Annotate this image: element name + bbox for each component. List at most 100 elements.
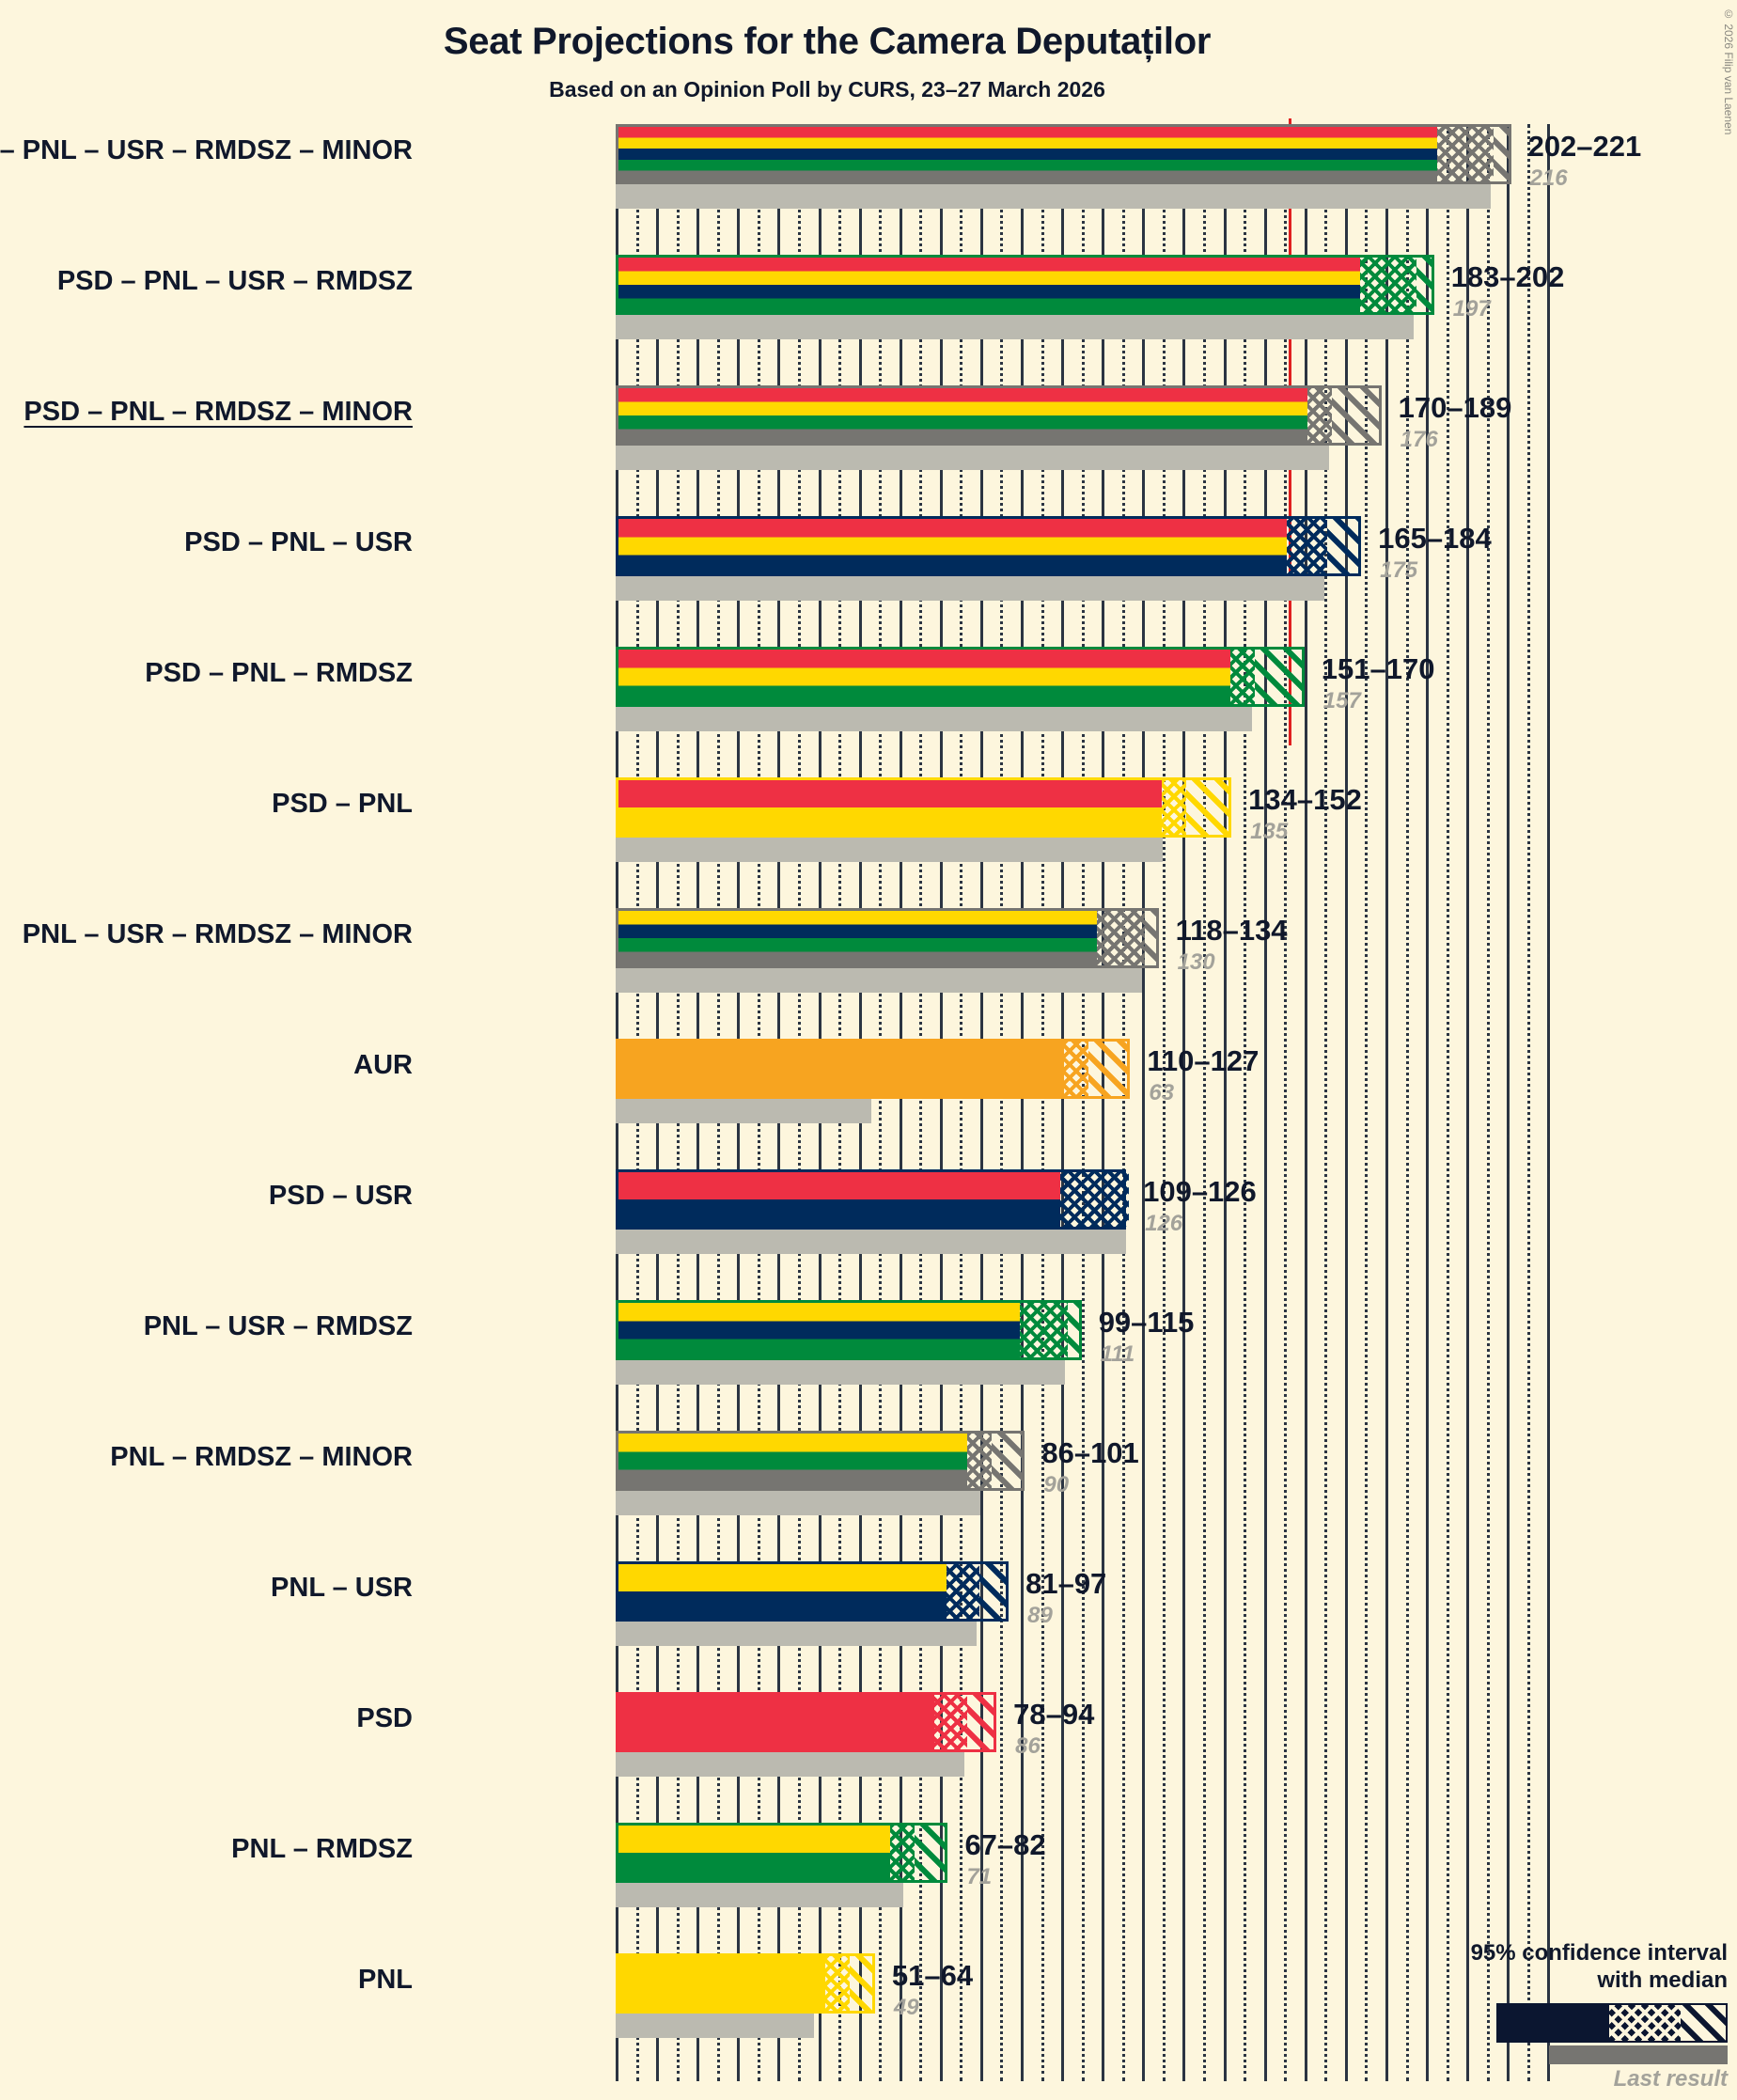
last-result-value: 157 — [1322, 688, 1361, 713]
bar-crosshatch-segment — [1307, 388, 1332, 443]
bar-solid-fill — [618, 1434, 967, 1488]
bar-row: PSD 78–94 86 — [356, 1692, 1556, 1823]
bar-diagonal-segment — [849, 1956, 872, 2011]
confidence-interval-bar — [616, 1169, 1130, 1230]
category-label: PNL – USR — [271, 1573, 413, 1603]
bar-crosshatch-segment — [1161, 780, 1186, 835]
bar-diagonal-segment — [1327, 519, 1359, 573]
confidence-interval-bar — [616, 1431, 1025, 1491]
confidence-interval-bar — [616, 1300, 1082, 1360]
bar-row: PSD – PNL – USR – RMDSZ 183–202 197 — [57, 255, 1564, 385]
range-value: 183–202 — [1450, 260, 1565, 293]
confidence-interval-bar — [616, 1692, 997, 1752]
legend-last-result-label: Last result — [1613, 2066, 1728, 2092]
last-result-bar — [616, 576, 1325, 601]
chart-subtitle: Based on an Opinion Poll by CURS, 23–27 … — [549, 77, 1105, 102]
bar-crosshatch-segment — [1436, 127, 1494, 181]
bar-crosshatch-segment — [889, 1826, 915, 1880]
range-value: 78–94 — [1013, 1698, 1095, 1731]
legend-line-2: with median — [1597, 1967, 1728, 1993]
range-value: 81–97 — [1025, 1567, 1107, 1600]
range-value: 110–127 — [1147, 1044, 1260, 1077]
last-result-value: 130 — [1177, 949, 1215, 975]
bar-diagonal-segment — [1416, 258, 1432, 312]
bar-row: PNL – USR 81–97 89 — [271, 1561, 1556, 1692]
bar-diagonal-segment — [1068, 1303, 1079, 1357]
category-label: PNL – USR – RMDSZ — [143, 1311, 413, 1341]
bar-diagonal-segment — [1331, 388, 1379, 443]
last-result-value: 89 — [1027, 1603, 1053, 1628]
bar-crosshatch-segment — [934, 1695, 967, 1749]
last-result-bar — [616, 446, 1329, 470]
last-result-value: 197 — [1452, 296, 1491, 321]
bar-diagonal-segment — [966, 1695, 994, 1749]
category-label: PSD – PNL – RMDSZ — [145, 658, 413, 688]
last-result-value: 176 — [1400, 427, 1438, 452]
confidence-interval-bar — [616, 1823, 948, 1883]
legend-crosshatch-segment — [1609, 2005, 1681, 2041]
bar-crosshatch-segment — [1059, 1172, 1130, 1227]
range-value: 165–184 — [1378, 522, 1492, 555]
bar-row: PSD – PNL – USR 165–184 175 — [184, 516, 1556, 647]
bar-row: PSD – PNL – USR – RMDSZ – MINOR 202–22121… — [0, 124, 1641, 255]
last-result-value: 216 — [1529, 165, 1568, 191]
legend: 95% confidence interval with median Last… — [1389, 1940, 1728, 2092]
bar-crosshatch-segment — [1229, 650, 1255, 704]
bar-row: PSD – PNL – RMDSZ – MINOR 170–189 176 — [23, 385, 1556, 516]
last-result-value: 63 — [1149, 1080, 1175, 1105]
range-value: 86–101 — [1041, 1436, 1139, 1469]
bar-solid-fill — [618, 1956, 825, 2011]
bar-diagonal-segment — [991, 1434, 1023, 1488]
last-result-bar — [616, 1360, 1066, 1385]
bar-row: PSD – PNL – RMDSZ 151–170 157 — [145, 647, 1556, 777]
bar-diagonal-segment — [1185, 780, 1229, 835]
bar-solid-fill — [618, 127, 1437, 181]
bar-crosshatch-segment — [1287, 519, 1328, 573]
bar-solid-fill — [618, 911, 1097, 965]
category-label: PSD – PNL – RMDSZ – MINOR — [23, 397, 413, 427]
last-result-value: 90 — [1043, 1472, 1070, 1497]
confidence-interval-bar — [616, 1039, 1131, 1099]
bar-solid-fill — [618, 258, 1360, 312]
last-result-bar — [616, 1752, 964, 1777]
range-value: 118–134 — [1175, 914, 1288, 947]
bar-solid-fill — [618, 1042, 1065, 1096]
bar-solid-fill — [618, 1303, 1020, 1357]
confidence-interval-bar — [616, 908, 1159, 968]
last-result-bar — [616, 184, 1492, 209]
bar-row: PNL 51–64 49 — [358, 1953, 1556, 2084]
bar-diagonal-segment — [1088, 1042, 1128, 1096]
bar-row: PNL – RMDSZ 67–82 71 — [231, 1823, 1556, 1953]
legend-ci-bar — [1496, 2003, 1728, 2043]
confidence-interval-bar — [616, 124, 1511, 184]
confidence-interval-bar — [616, 255, 1434, 315]
bar-row: PSD – PNL 134–152 135 — [272, 777, 1556, 908]
bar-row: PNL – RMDSZ – MINOR 86–101 90 — [110, 1431, 1556, 1561]
range-value: 134–152 — [1248, 783, 1362, 816]
bar-row: PNL – USR – RMDSZ – MINOR 118–134 130 — [23, 908, 1556, 1039]
range-value: 67–82 — [964, 1828, 1046, 1861]
category-label: PNL – RMDSZ – MINOR — [110, 1442, 413, 1472]
category-label: PSD – PNL – USR – RMDSZ – MINOR — [0, 135, 413, 165]
bar-diagonal-segment — [1145, 911, 1156, 965]
bar-diagonal-segment — [914, 1826, 946, 1880]
last-result-bar — [616, 1491, 980, 1515]
category-label: PSD – PNL — [272, 789, 413, 819]
last-result-bar — [616, 1099, 871, 1123]
bar-crosshatch-segment — [1096, 911, 1146, 965]
bar-diagonal-segment — [978, 1564, 1007, 1619]
bar-crosshatch-segment — [1064, 1042, 1089, 1096]
copyright-notice: © 2026 Filip van Laenen — [1722, 8, 1735, 135]
category-label: PSD – PNL – USR — [184, 527, 413, 557]
last-result-value: 49 — [893, 1995, 919, 2020]
confidence-interval-bar — [616, 647, 1305, 707]
last-result-bar — [616, 838, 1163, 862]
bar-solid-fill — [618, 519, 1288, 573]
last-result-bar — [616, 968, 1143, 993]
bar-row: AUR 110–127 63 — [353, 1039, 1556, 1169]
category-label: PNL — [358, 1965, 413, 1995]
confidence-interval-bar — [616, 1561, 1009, 1622]
last-result-value: 175 — [1380, 557, 1418, 583]
confidence-interval-bar — [616, 516, 1362, 576]
last-result-value: 111 — [1100, 1341, 1135, 1367]
